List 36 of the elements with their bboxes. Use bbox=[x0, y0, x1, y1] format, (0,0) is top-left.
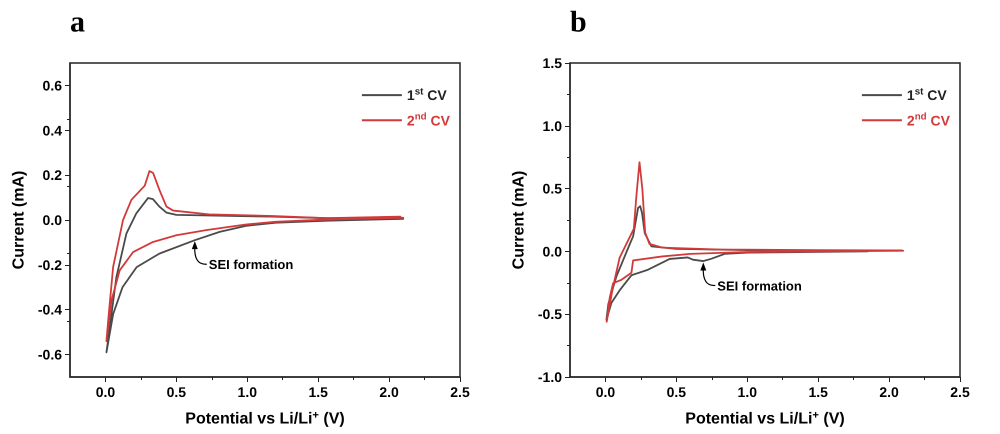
x-tick-label: 0.0 bbox=[596, 384, 616, 400]
x-tick-label: 2.5 bbox=[450, 384, 470, 400]
x-tick-label: 0.0 bbox=[96, 384, 116, 400]
y-tick-label: 0.2 bbox=[42, 167, 62, 184]
x-tick-label: 1.0 bbox=[738, 384, 758, 400]
line-series bbox=[106, 170, 404, 342]
x-axis-title: Potential vs Li/Li+ (V) bbox=[185, 410, 345, 428]
y-axis-title: Current (mA) bbox=[510, 170, 528, 270]
line-series bbox=[606, 161, 904, 323]
y-tick-label: 0.4 bbox=[42, 122, 62, 138]
y-tick-label: -1.0 bbox=[538, 369, 562, 385]
line-series bbox=[106, 197, 404, 354]
annotation: SEI formation bbox=[208, 257, 294, 272]
x-tick-label: 1.5 bbox=[308, 384, 328, 400]
x-tick-label: 0.5 bbox=[666, 384, 686, 400]
chart-title: b bbox=[570, 6, 587, 38]
y-tick-label: 1.0 bbox=[542, 118, 562, 134]
y-axis-title: Current (mA) bbox=[10, 170, 28, 270]
x-tick-label: 1.5 bbox=[808, 384, 828, 400]
y-tick-label: -0.2 bbox=[38, 256, 62, 273]
x-tick-label: 2.0 bbox=[879, 384, 900, 400]
y-tick-label: -0.4 bbox=[38, 302, 62, 318]
y-tick-label: 1.5 bbox=[542, 55, 562, 71]
x-tick-label: 1.0 bbox=[238, 384, 258, 400]
annotation: SEI formation bbox=[717, 278, 802, 294]
chart-title: a bbox=[70, 6, 85, 38]
y-tick-label: 0.0 bbox=[42, 212, 62, 228]
x-axis-title: Potential vs Li/Li+ (V) bbox=[685, 410, 845, 428]
y-tick-label: -0.6 bbox=[38, 346, 62, 363]
y-tick-label: -0.5 bbox=[538, 306, 562, 322]
x-tick-label: 2.0 bbox=[379, 384, 400, 400]
y-tick-label: 0.0 bbox=[542, 243, 562, 260]
y-tick-label: 0.6 bbox=[42, 77, 62, 94]
x-tick-label: 0.5 bbox=[166, 384, 186, 400]
x-tick-label: 2.5 bbox=[950, 384, 970, 400]
y-tick-label: 0.5 bbox=[542, 180, 562, 197]
